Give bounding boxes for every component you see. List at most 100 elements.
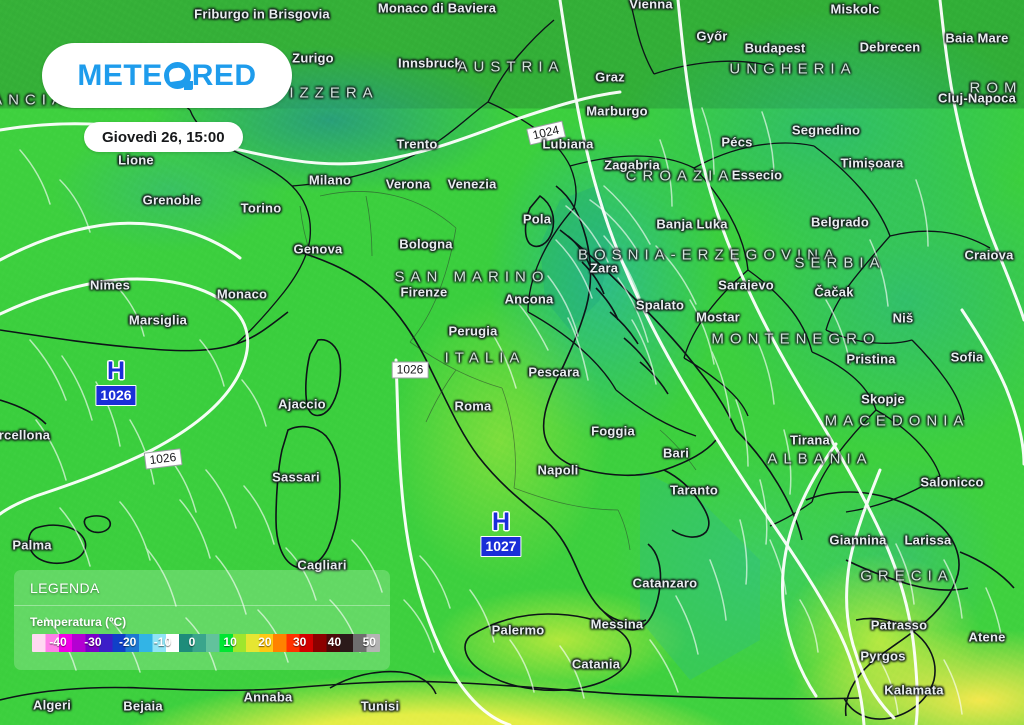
city-label: Barcellona — [0, 427, 51, 443]
pressure-center-h-1026: H 1026 — [95, 357, 137, 406]
city-label: Kalamata — [884, 682, 944, 698]
city-label: Essecio — [731, 167, 783, 183]
city-label: Ancona — [504, 291, 554, 307]
city-label: Foggia — [591, 423, 635, 439]
city-label: Firenze — [400, 284, 448, 300]
colorbar-tick: 50 — [362, 635, 376, 649]
city-label: Miskolc — [830, 1, 880, 17]
brand-text-right: RED — [191, 58, 257, 92]
country-label: ALBANIA — [767, 450, 873, 468]
city-label: Monaco di Baviera — [377, 0, 497, 16]
wind-streamlines — [19, 107, 1003, 715]
city-label: Perugia — [448, 323, 498, 339]
city-label: Grenoble — [142, 192, 202, 208]
city-label: Monaco — [216, 286, 268, 302]
colorbar-tick: 10 — [223, 635, 237, 649]
country-label: SERBIA — [794, 254, 886, 272]
city-label: Lubiana — [542, 136, 594, 152]
country-label: ROM — [969, 79, 1023, 97]
city-label: Palermo — [491, 622, 545, 638]
city-label: Timișoara — [840, 155, 904, 171]
city-label: Trento — [396, 136, 438, 152]
pressure-center-h-1027: H 1027 — [480, 508, 522, 557]
country-label: MACEDONIA — [824, 412, 970, 430]
city-label: Messina — [590, 616, 644, 632]
legend-divider — [14, 605, 390, 606]
city-label: Tunisi — [360, 698, 400, 714]
country-label: MONTENEGRO — [711, 330, 881, 348]
city-label: Cluj-Napoca — [937, 90, 1017, 106]
city-label: Pola — [522, 211, 552, 227]
city-label: Genova — [293, 241, 343, 257]
country-label: GRECIA — [860, 567, 954, 585]
city-label: Verona — [385, 176, 431, 192]
city-label: Ajaccio — [278, 396, 326, 412]
high-pressure-icon: H — [106, 357, 126, 385]
city-label: Pécs — [721, 134, 753, 150]
pressure-value: 1026 — [95, 385, 137, 406]
city-label: Nimes — [89, 277, 131, 293]
meteored-logo[interactable]: METE RED — [42, 43, 292, 108]
meteored-drop-icon — [163, 62, 191, 89]
city-label: Mostar — [696, 309, 740, 325]
city-label: Zagabria — [604, 157, 660, 173]
sea-areas — [540, 185, 760, 680]
forecast-timestamp[interactable]: Giovedì 26, 15:00 — [84, 122, 243, 152]
country-label: AUSTRIA — [457, 58, 565, 76]
legend-panel: LEGENDA Temperatura (ºC) -40 -30 -20 -10 0 10… — [14, 570, 390, 670]
colorbar-ticks: -40 -30 -20 -10 0 10 20 30 40 50 — [32, 634, 380, 652]
city-label: Annaba — [243, 689, 293, 705]
country-label: BOSNIA-ERZEGOVINA — [577, 246, 841, 264]
city-label: Salonicco — [920, 474, 984, 490]
high-pressure-icon: H — [491, 508, 511, 536]
city-label: Bari — [662, 445, 690, 461]
city-label: Patrasso — [870, 617, 928, 633]
city-label: Innsbruck — [398, 55, 462, 71]
city-label: Giannina — [829, 532, 887, 548]
city-label: Catanzaro — [632, 575, 698, 591]
city-label: Baia Mare — [945, 30, 1009, 46]
city-label: Lione — [118, 152, 154, 168]
city-label: Taranto — [669, 482, 719, 498]
city-label: Marsiglia — [128, 312, 188, 328]
legend-colorbar-wrap: -40 -30 -20 -10 0 10 20 30 40 50 — [14, 634, 390, 652]
city-label: Venezia — [447, 176, 497, 192]
city-label: Craiova — [964, 247, 1014, 263]
city-label: Napoli — [537, 462, 579, 478]
city-label: Belgrado — [811, 214, 869, 230]
legend-variable-label: Temperatura (ºC) — [30, 615, 127, 629]
colorbar-tick: 0 — [188, 635, 196, 649]
colorbar-tick: -20 — [119, 635, 137, 649]
city-label: Zurigo — [292, 50, 334, 66]
colorbar-tick: 30 — [293, 635, 307, 649]
city-label: Niš — [892, 310, 914, 326]
city-label: Skopje — [861, 391, 905, 407]
country-label: UNGHERIA — [729, 60, 857, 78]
city-label: Sassari — [272, 469, 320, 485]
colorbar-tick: -40 — [49, 635, 67, 649]
city-label: Čačak — [814, 284, 854, 300]
city-label: Marburgo — [586, 103, 648, 119]
country-label: SAN MARINO — [394, 268, 550, 286]
city-label: Atene — [968, 629, 1006, 645]
city-label: Friburgo in Brisgovia — [194, 6, 330, 22]
city-label: Vienna — [629, 0, 673, 12]
colorbar-tick: 20 — [258, 635, 272, 649]
country-label: CROAZIA — [625, 167, 735, 185]
city-label: Graz — [595, 69, 625, 85]
country-label: ITALIA — [444, 349, 526, 367]
city-label: Bologna — [399, 236, 453, 252]
brand-text-left: METE — [77, 58, 163, 92]
brand-wordmark: METE RED — [77, 59, 256, 93]
legend-title: LEGENDA — [30, 580, 100, 596]
temperature-colorbar[interactable]: -40 -30 -20 -10 0 10 20 30 40 50 — [32, 634, 380, 652]
colorbar-tick: -10 — [153, 635, 172, 649]
city-label: Pristina — [846, 351, 896, 367]
city-label: Zara — [589, 260, 619, 276]
pressure-value: 1027 — [480, 536, 522, 557]
city-label: Budapest — [744, 40, 806, 56]
colorbar-gradient — [32, 634, 380, 652]
